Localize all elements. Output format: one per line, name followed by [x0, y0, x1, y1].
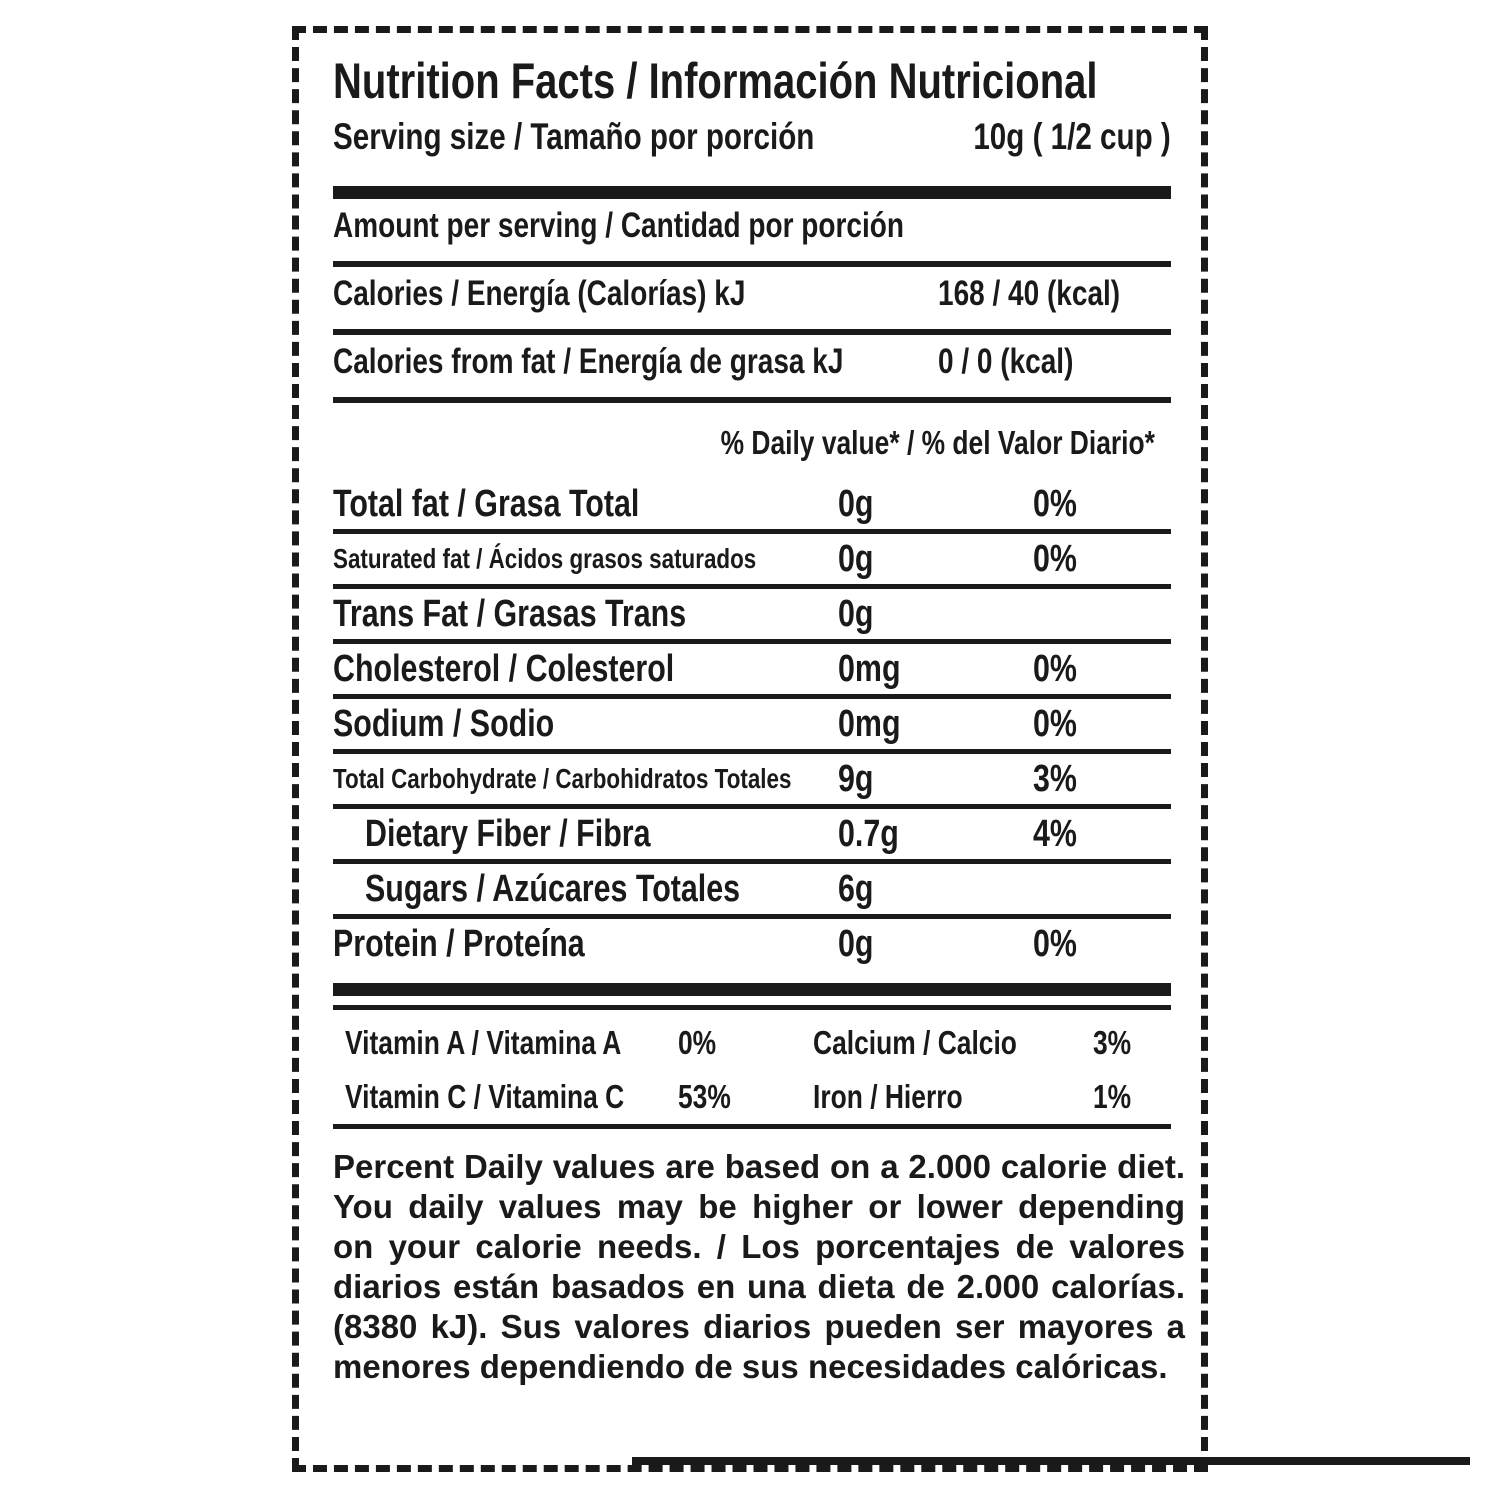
nutrient-daily-value: 0% [1033, 483, 1077, 525]
vitamin-row: Vitamin A / Vitamina A 0% Calcium / Calc… [333, 1016, 1171, 1070]
amount-per-serving-row: Amount per serving / Cantidad por porció… [333, 199, 1171, 261]
calories-label: Calories / Energía (Calorías) kJ [333, 274, 746, 313]
vitamin-a-value: 0% [678, 1024, 717, 1061]
nutrient-label: Cholesterol / Colesterol [333, 648, 675, 690]
vitamin-row: Vitamin C / Vitamina C 53% Iron / Hierro… [333, 1070, 1171, 1124]
daily-value-footnote: Percent Daily values are based on a 2.00… [333, 1148, 1185, 1385]
divider-row [333, 694, 1171, 699]
divider-below-calories-from-fat [333, 397, 1171, 403]
nutrient-daily-value: 3% [1033, 758, 1077, 800]
title-text: Nutrition Facts / Información Nutriciona… [333, 53, 1098, 109]
calories-from-fat-value: 0 / 0 (kcal) [938, 342, 1074, 381]
nutrient-row-total-carbohydrate: Total Carbohydrate / Carbohidratos Total… [333, 754, 1171, 804]
vitamin-c-value: 53% [678, 1078, 731, 1115]
amount-per-serving-label: Amount per serving / Cantidad por porció… [333, 206, 904, 245]
serving-size-label: Serving size / Tamaño por porción [333, 116, 815, 157]
calcium-label: Calcium / Calcio [813, 1024, 1017, 1061]
calcium-value: 3% [1093, 1024, 1132, 1061]
nutrient-label: Total fat / Grasa Total [333, 483, 640, 525]
nutrient-amount: 0g [838, 923, 874, 965]
nutrient-label: Sodium / Sodio [333, 703, 555, 745]
nutrient-row-saturated-fat: Saturated fat / Ácidos grasos saturados … [333, 534, 1171, 584]
nutrition-facts-content: Nutrition Facts / Información Nutriciona… [333, 52, 1185, 1387]
divider-below-calories [333, 329, 1171, 335]
nutrient-amount: 6g [838, 868, 874, 910]
nutrient-row-sodium: Sodium / Sodio 0mg 0% [333, 699, 1171, 749]
divider-above-vitamins [333, 1005, 1171, 1010]
calories-value: 168 / 40 (kcal) [938, 274, 1121, 313]
divider-row [333, 859, 1171, 864]
nutrient-daily-value: 0% [1033, 538, 1077, 580]
nutrient-label: Saturated fat / Ácidos grasos saturados [333, 543, 757, 574]
divider-thick-vitamins [333, 983, 1171, 996]
nutrient-daily-value: 0% [1033, 923, 1077, 965]
nutrient-daily-value: 0% [1033, 703, 1077, 745]
nutrient-row-trans-fat: Trans Fat / Grasas Trans 0g [333, 589, 1171, 639]
nutrient-row-dietary-fiber: Dietary Fiber / Fibra 0.7g 4% [333, 809, 1171, 859]
nutrient-label: Protein / Proteína [333, 923, 585, 965]
nutrient-label: Total Carbohydrate / Carbohidratos Total… [333, 763, 792, 794]
nutrient-label: Sugars / Azúcares Totales [365, 868, 741, 910]
divider-row [333, 804, 1171, 809]
nutrient-amount: 0mg [838, 648, 901, 690]
serving-size-row: Serving size / Tamaño por porción 10g ( … [333, 114, 1171, 172]
bottom-divider [632, 1457, 1470, 1465]
nutrient-amount: 0g [838, 483, 874, 525]
nutrient-amount: 0g [838, 538, 874, 580]
iron-label: Iron / Hierro [813, 1078, 963, 1115]
nutrient-row-cholesterol: Cholesterol / Colesterol 0mg 0% [333, 644, 1171, 694]
nutrient-amount: 0.7g [838, 813, 899, 855]
nutrient-label: Trans Fat / Grasas Trans [333, 593, 687, 635]
serving-size-value: 10g ( 1/2 cup ) [973, 116, 1171, 157]
iron-value: 1% [1093, 1078, 1132, 1115]
divider-thick-top [333, 186, 1171, 199]
nutrient-label: Dietary Fiber / Fibra [365, 813, 651, 855]
vitamins-block: Vitamin A / Vitamina A 0% Calcium / Calc… [333, 1010, 1171, 1124]
nutrient-amount: 0g [838, 593, 874, 635]
calories-row: Calories / Energía (Calorías) kJ 168 / 4… [333, 267, 1171, 329]
vitamin-c-label: Vitamin C / Vitamina C [345, 1078, 625, 1115]
divider-row [333, 639, 1171, 644]
nutrient-daily-value: 4% [1033, 813, 1077, 855]
nutrient-row-total-fat: Total fat / Grasa Total 0g 0% [333, 479, 1171, 529]
divider-row [333, 749, 1171, 754]
nutrient-row-protein: Protein / Proteína 0g 0% [333, 919, 1171, 969]
nutrient-row-sugars: Sugars / Azúcares Totales 6g [333, 864, 1171, 914]
divider-below-vitamins [333, 1124, 1171, 1129]
daily-value-header: % Daily value* / % del Valor Diario* [720, 424, 1155, 461]
divider-row [333, 584, 1171, 589]
vitamin-a-label: Vitamin A / Vitamina A [345, 1024, 622, 1061]
page-title: Nutrition Facts / Información Nutriciona… [333, 52, 1171, 114]
divider-row [333, 529, 1171, 534]
nutrient-daily-value: 0% [1033, 648, 1077, 690]
calories-from-fat-row: Calories from fat / Energía de grasa kJ … [333, 335, 1171, 397]
nutrition-label-panel [292, 26, 1470, 1472]
nutrient-amount: 0mg [838, 703, 901, 745]
divider-row [333, 914, 1171, 919]
nutrient-amount: 9g [838, 758, 874, 800]
calories-from-fat-label: Calories from fat / Energía de grasa kJ [333, 342, 844, 381]
divider-above-calories [333, 261, 1171, 267]
